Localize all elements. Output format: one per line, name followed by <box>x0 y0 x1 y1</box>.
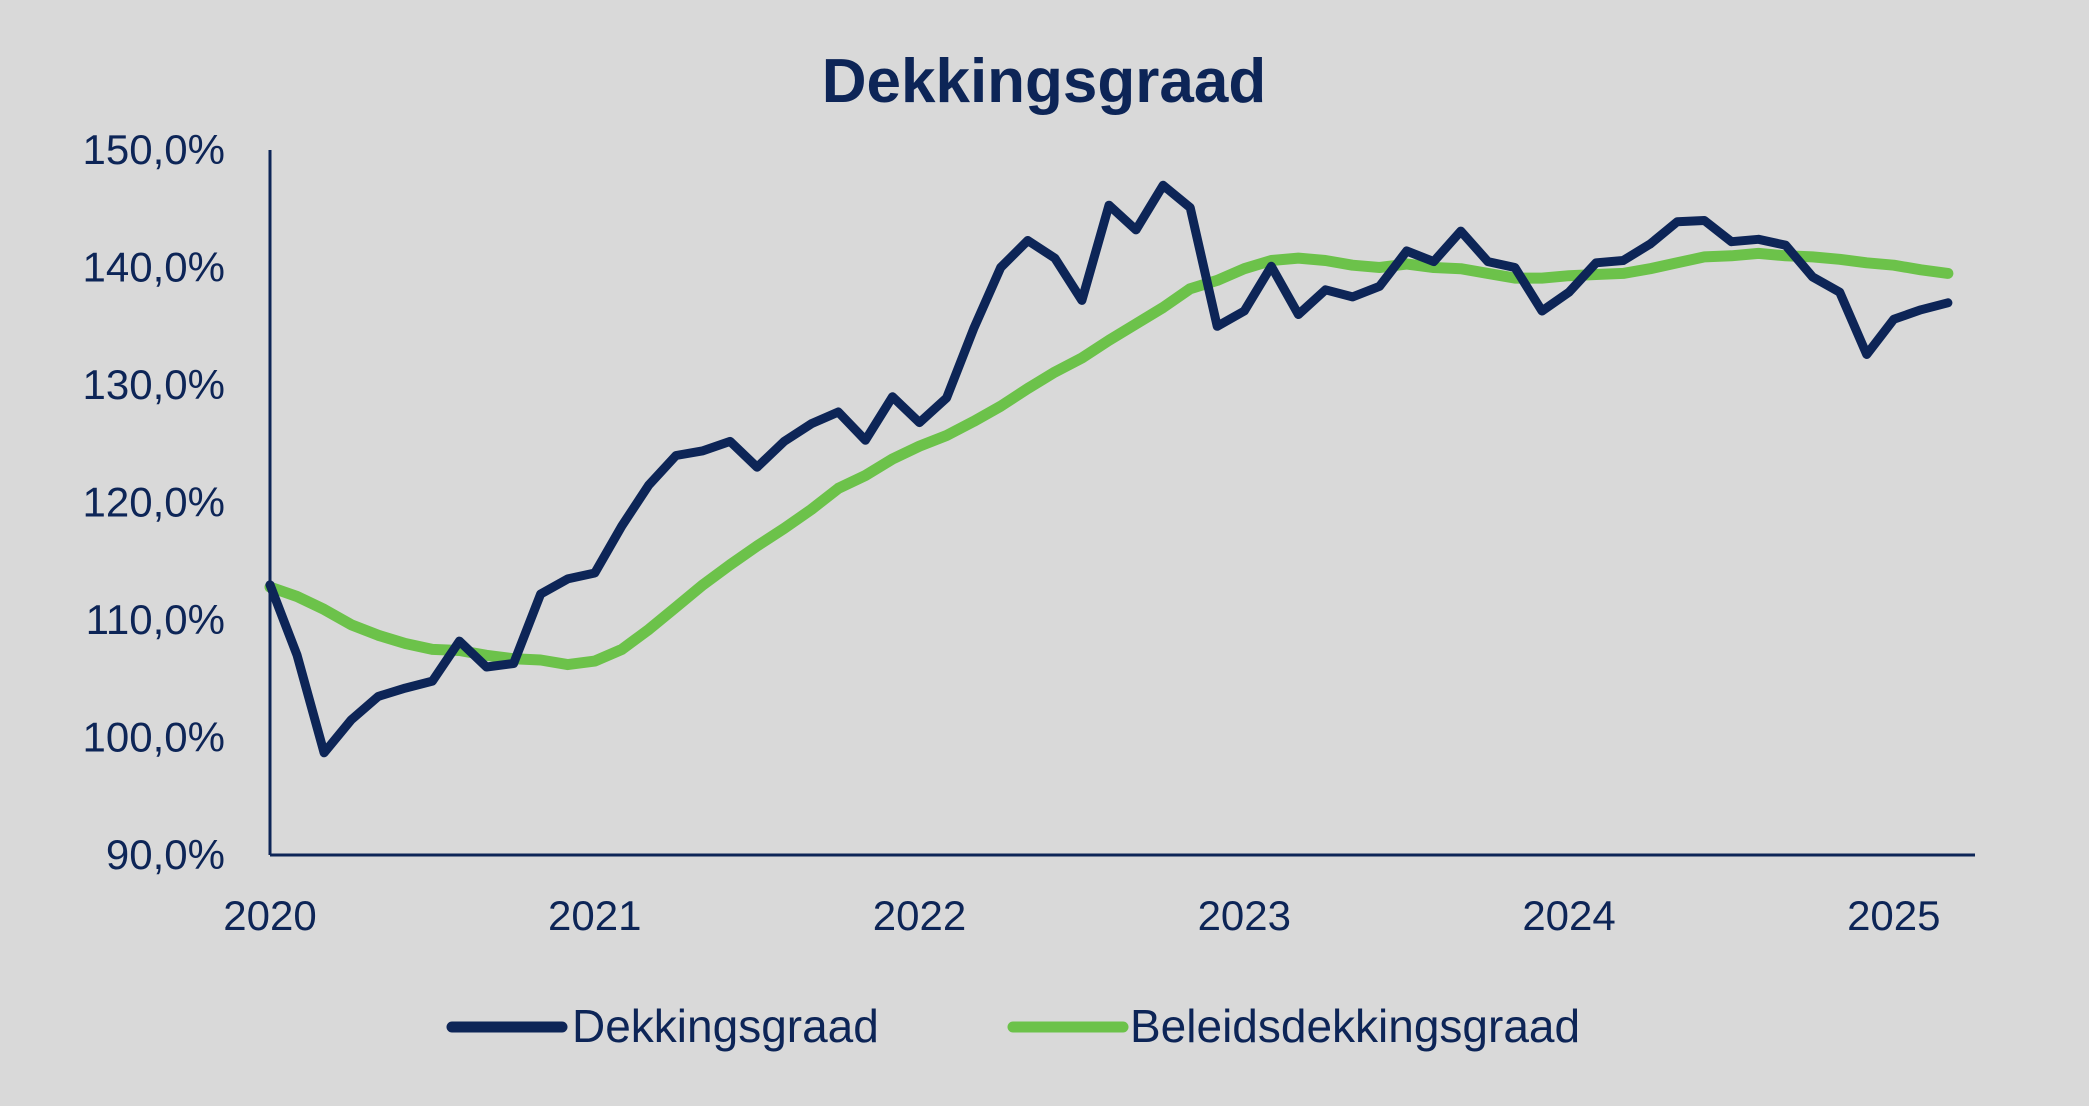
series-lines <box>264 180 1954 758</box>
y-tick-label: 140,0% <box>83 244 225 291</box>
legend-label-beleidsdekkingsgraad: Beleidsdekkingsgraad <box>1130 1000 1580 1052</box>
x-tick-label: 2021 <box>548 892 641 939</box>
x-tick-label: 2022 <box>873 892 966 939</box>
x-tick-label: 2020 <box>223 892 316 939</box>
chart-title: Dekkingsgraad <box>822 47 1267 116</box>
y-tick-label: 90,0% <box>106 831 225 878</box>
series-line-beleidsdekkingsgraad <box>264 247 1954 671</box>
y-axis: 90,0% 100,0% 110,0% 120,0% 130,0% 140,0% 150,0… <box>83 126 272 878</box>
y-tick-label: 120,0% <box>83 479 225 526</box>
x-axis: 2020 2021 2022 2023 2024 2025 <box>223 853 1975 939</box>
y-tick-label: 100,0% <box>83 714 225 761</box>
x-tick-label: 2025 <box>1847 892 1940 939</box>
y-tick-label: 110,0% <box>86 596 225 643</box>
series-line-dekkingsgraad <box>265 180 1953 758</box>
legend-label-dekkingsgraad: Dekkingsgraad <box>572 1000 879 1052</box>
y-tick-label: 150,0% <box>83 126 225 173</box>
y-tick-label: 130,0% <box>83 361 225 408</box>
x-tick-label: 2024 <box>1522 892 1615 939</box>
legend: Dekkingsgraad Beleidsdekkingsgraad <box>446 1000 1580 1052</box>
x-tick-label: 2023 <box>1198 892 1291 939</box>
